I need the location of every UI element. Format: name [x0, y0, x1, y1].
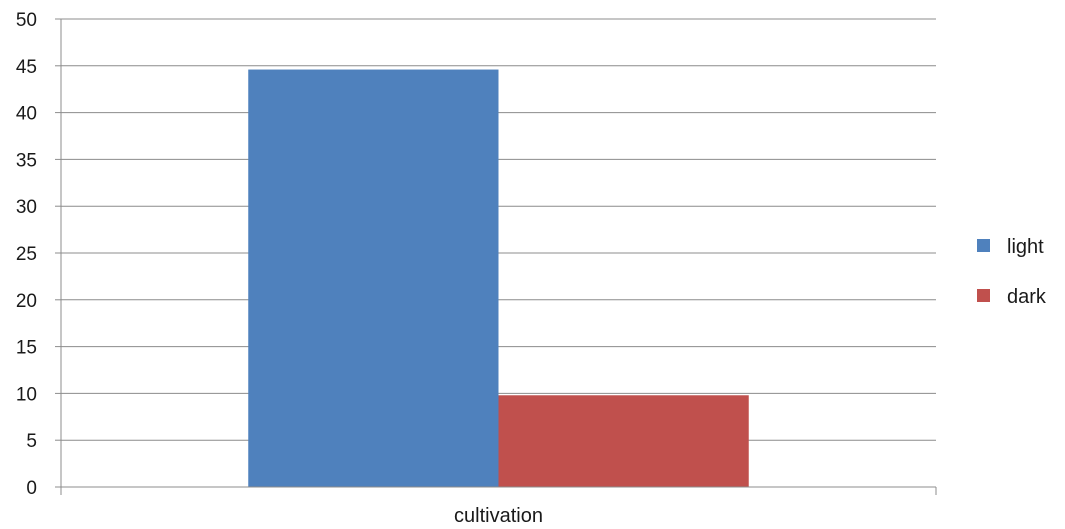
y-tick-label: 45 — [16, 57, 37, 78]
y-tick-label: 5 — [26, 431, 37, 452]
y-tick-label: 35 — [16, 150, 37, 171]
axes: 0 5 10 15 20 25 30 35 40 45 50 cultivation — [16, 10, 937, 527]
legend-label-dark: dark — [1007, 286, 1047, 308]
y-tick-label: 15 — [16, 338, 37, 359]
bars — [248, 69, 749, 487]
y-tick-label: 10 — [16, 384, 37, 405]
y-tick-label: 20 — [16, 291, 37, 312]
y-tick-label: 50 — [16, 10, 37, 31]
bar-dark — [498, 395, 749, 487]
legend-swatch-dark — [977, 289, 990, 302]
y-tick-label: 30 — [16, 197, 37, 218]
x-category-label: cultivation — [454, 505, 543, 527]
legend: light dark — [977, 236, 1047, 308]
y-tick-label: 25 — [16, 244, 37, 265]
bar-light — [248, 69, 499, 487]
y-tick-label: 40 — [16, 104, 37, 125]
y-tick-label: 0 — [26, 478, 37, 499]
legend-label-light: light — [1007, 236, 1044, 258]
legend-swatch-light — [977, 239, 990, 252]
